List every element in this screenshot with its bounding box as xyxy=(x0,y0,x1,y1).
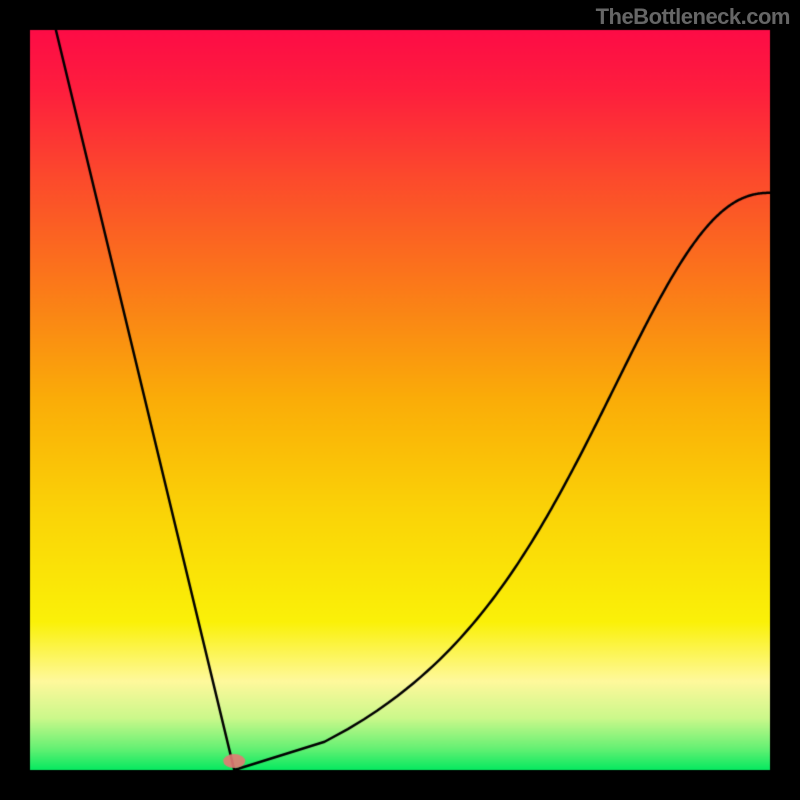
chart-container: TheBottleneck.com xyxy=(0,0,800,800)
watermark-text: TheBottleneck.com xyxy=(596,4,790,30)
bottleneck-chart-canvas xyxy=(0,0,800,800)
